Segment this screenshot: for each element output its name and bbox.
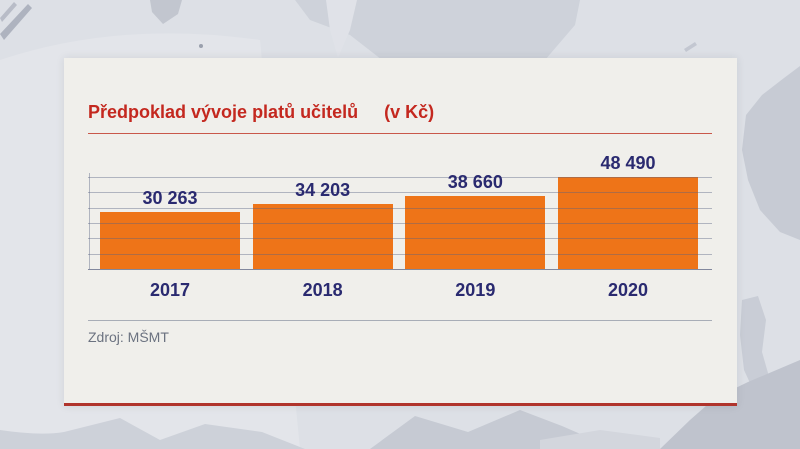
bar: [100, 212, 240, 269]
source-separator: [88, 320, 712, 321]
x-axis-line: [88, 269, 712, 270]
x-axis-label: 2017: [149, 280, 191, 300]
chart-unit-label: (v Kč): [384, 102, 435, 122]
bar-group: 34 203: [252, 180, 393, 269]
bar-group: 30 263: [100, 188, 240, 269]
x-axis-label: 2018: [302, 280, 343, 300]
bar-value-label: 34 203: [295, 180, 351, 200]
bar-chart: 30 263 34 203 38 660 48 490 2017 2018 2019 202…: [64, 58, 737, 403]
source-label: Zdroj: MŠMT: [88, 329, 169, 345]
gridline: [88, 208, 712, 209]
chart-title: Předpoklad vývoje platů učitelů: [88, 102, 359, 122]
chart-card: Předpoklad vývoje platů učitelů (v Kč) 30…: [64, 58, 737, 406]
bar: [405, 196, 546, 269]
bar-value-label: 38 660: [447, 172, 503, 192]
bar: [557, 177, 698, 269]
gridline: [88, 254, 712, 255]
x-axis-labels: 2017 2018 2019 2020: [100, 280, 698, 301]
gridline: [88, 192, 712, 193]
chart-title-row: Předpoklad vývoje platů učitelů (v Kč): [88, 102, 434, 123]
bar: [252, 204, 393, 269]
gridline: [88, 223, 712, 224]
bar-group: 48 490: [557, 153, 698, 269]
bars-area: 30 263 34 203 38 660 48 490: [100, 58, 698, 269]
bar-value-label: 30 263: [142, 188, 198, 208]
gridline: [88, 177, 712, 178]
y-axis-line: [89, 173, 90, 269]
bar-value-label: 48 490: [600, 153, 656, 173]
gridline: [88, 238, 712, 239]
x-axis-label: 2020: [607, 280, 648, 300]
x-axis-label: 2019: [455, 280, 496, 300]
bar-group: 38 660: [405, 172, 546, 269]
title-underline: [88, 133, 712, 134]
